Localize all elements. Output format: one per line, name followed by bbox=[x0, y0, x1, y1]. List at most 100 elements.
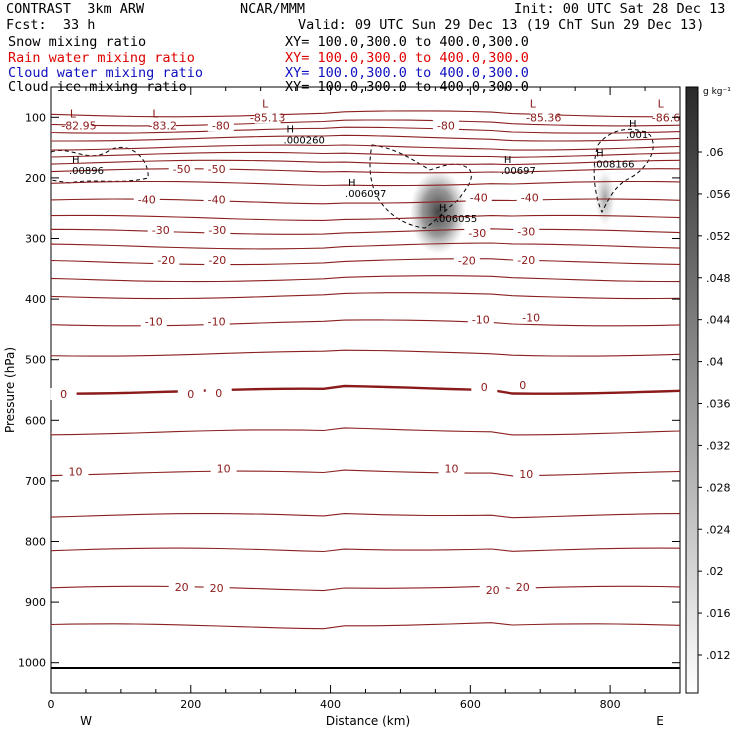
isotherm-line bbox=[51, 349, 680, 357]
contour-label-bg bbox=[50, 388, 77, 401]
contour-label-bg bbox=[509, 378, 536, 391]
contour-label: -83.2 bbox=[149, 120, 177, 133]
colorbar-tick-label: .024 bbox=[706, 523, 731, 536]
cloud-ice-contour-center bbox=[369, 144, 472, 229]
contour-label: -80 bbox=[212, 120, 230, 133]
contour-label-bg bbox=[518, 311, 545, 324]
cloud-ice-contour-west bbox=[51, 146, 149, 184]
contour-label-bg bbox=[203, 193, 230, 206]
contour-label: -50 bbox=[208, 163, 226, 176]
isotherm-lines bbox=[51, 110, 680, 630]
isotherm-line bbox=[51, 585, 680, 592]
low-marker: L bbox=[530, 98, 537, 111]
contour-label-bg bbox=[204, 223, 231, 236]
y-tick-label: 700 bbox=[25, 475, 46, 488]
colorbar-tick-label: .056 bbox=[706, 188, 731, 201]
contour-label-bg bbox=[513, 254, 540, 267]
contour-label: 0 bbox=[187, 388, 194, 401]
isotherm-zero bbox=[51, 384, 680, 395]
east-endpoint: E bbox=[656, 714, 664, 728]
y-axis-label: Pressure (hPa) bbox=[3, 347, 17, 433]
contour-label-bg bbox=[140, 315, 167, 328]
contour-label-bg bbox=[530, 111, 557, 124]
contour-label-bg bbox=[62, 465, 89, 478]
contour-label: -20 bbox=[157, 254, 175, 267]
isotherm-line bbox=[51, 547, 680, 553]
y-tick-label: 1000 bbox=[18, 657, 46, 670]
forecast-hour: Fcst: 33 h bbox=[6, 17, 96, 33]
contour-label: -10 bbox=[472, 314, 490, 327]
low-marker: L bbox=[262, 98, 269, 111]
contour-label: -40 bbox=[470, 192, 488, 205]
contour-label: -10 bbox=[145, 315, 163, 328]
colorbar-tick-label: .012 bbox=[706, 649, 731, 662]
y-tick-label: 300 bbox=[25, 233, 46, 246]
low-marker: L bbox=[152, 107, 159, 120]
high-value: .006055 bbox=[436, 214, 477, 225]
contour-label-bg bbox=[464, 226, 491, 239]
isotherm-line bbox=[51, 427, 680, 436]
contour-label: 0 bbox=[519, 379, 526, 392]
colorbar-tick-label: .02 bbox=[706, 565, 724, 578]
field-label-rain: Rain water mixing ratio bbox=[8, 50, 195, 66]
isotherm-line bbox=[51, 159, 680, 166]
isotherm-line bbox=[51, 119, 680, 127]
field-label-snow: Snow mixing ratio bbox=[8, 34, 147, 50]
isotherm-line bbox=[51, 228, 680, 235]
contour-label-bg bbox=[203, 163, 230, 176]
contour-label-bg bbox=[168, 163, 195, 176]
field-xy-rain: XY= 100.0,300.0 to 400.0,300.0 bbox=[285, 50, 529, 66]
contour-label: 0 bbox=[481, 381, 488, 394]
contour-label-bg bbox=[205, 386, 232, 399]
contour-label-bg bbox=[177, 388, 204, 401]
contour-label: -20 bbox=[458, 255, 476, 268]
contour-label: -82.95 bbox=[61, 120, 96, 133]
contour-label: -85.13 bbox=[250, 112, 285, 125]
contour-label: -30 bbox=[517, 226, 535, 239]
field-label-cloud-water: Cloud water mixing ratio bbox=[8, 65, 204, 81]
contour-label: 20 bbox=[516, 581, 530, 594]
contour-label: 0 bbox=[60, 388, 67, 401]
contour-label-bg bbox=[254, 111, 281, 124]
field-xy-cloud-water: XY= 100.0,300.0 to 400.0,300.0 bbox=[285, 65, 529, 81]
mixing-ratio-shading-east bbox=[595, 170, 615, 226]
high-value: .000260 bbox=[284, 135, 325, 146]
isotherm-line bbox=[51, 258, 680, 266]
contour-label: -86.6 bbox=[652, 112, 680, 125]
contour-label-bg bbox=[133, 193, 160, 206]
contour-label-bg bbox=[513, 468, 540, 481]
isotherm-line bbox=[51, 151, 680, 158]
contour-label: 20 bbox=[486, 584, 500, 597]
x-axis-label: Distance (km) bbox=[326, 714, 410, 728]
isotherm-line bbox=[51, 275, 680, 283]
contour-label-bg bbox=[653, 111, 680, 124]
contour-label-bg bbox=[467, 313, 494, 326]
contour-label: 0 bbox=[215, 387, 222, 400]
contour-label: -40 bbox=[138, 194, 156, 207]
contour-label-bg bbox=[204, 254, 231, 267]
contour-label-bg bbox=[65, 119, 92, 132]
x-tick-label: 400 bbox=[320, 698, 341, 711]
contour-label-bg bbox=[149, 119, 176, 132]
high-marker: H bbox=[629, 119, 637, 130]
isotherm-line bbox=[51, 513, 680, 519]
low-marker: L bbox=[70, 107, 77, 120]
y-tick-label: 800 bbox=[25, 536, 46, 549]
y-tick-label: 900 bbox=[25, 596, 46, 609]
contour-label: 10 bbox=[217, 463, 231, 476]
isotherm-line bbox=[51, 292, 680, 300]
contour-label: -40 bbox=[208, 194, 226, 207]
contour-label: -10 bbox=[522, 312, 540, 325]
colorbar bbox=[685, 86, 699, 694]
high-marker: H bbox=[287, 124, 295, 135]
contour-label-bg bbox=[203, 315, 230, 328]
y-tick-label: 400 bbox=[25, 293, 46, 306]
contour-label: -30 bbox=[152, 224, 170, 237]
contour-label: -30 bbox=[208, 224, 226, 237]
mixing-ratio-shading-main bbox=[410, 170, 466, 254]
isotherm-line bbox=[51, 214, 680, 221]
x-tick-label: 0 bbox=[48, 698, 55, 711]
high-value: .008166 bbox=[593, 160, 634, 171]
west-endpoint: W bbox=[80, 714, 92, 728]
high-marker: H bbox=[439, 203, 447, 214]
